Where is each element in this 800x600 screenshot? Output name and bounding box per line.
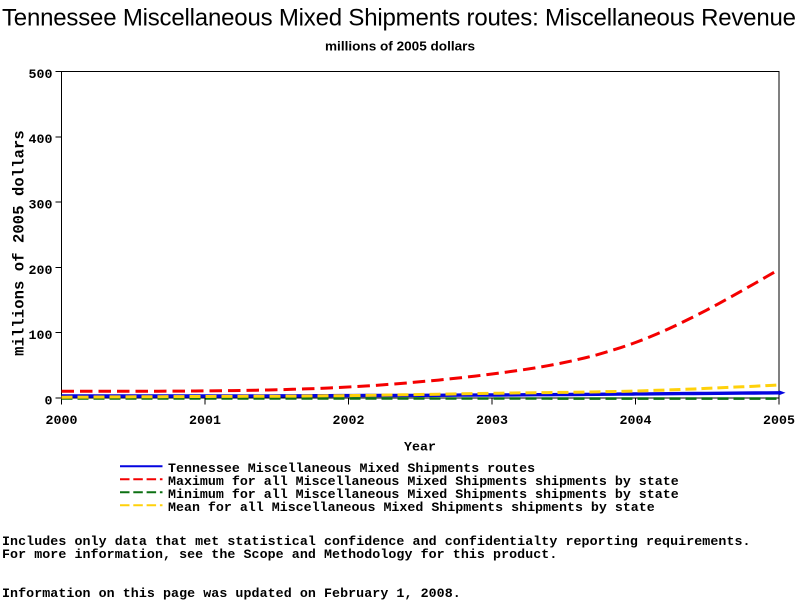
svg-text:millions of 2005 dollars: millions of 2005 dollars: [10, 130, 28, 356]
svg-text:2000: 2000: [46, 413, 78, 428]
svg-text:millions of 2005 dollars: millions of 2005 dollars: [325, 39, 475, 54]
svg-text:2003: 2003: [476, 413, 508, 428]
svg-text:0: 0: [45, 393, 53, 408]
svg-text:Tennessee Miscellaneous Mixed: Tennessee Miscellaneous Mixed Shipments …: [168, 461, 535, 476]
svg-text:100: 100: [29, 328, 53, 343]
svg-text:Maximum for all Miscellaneous: Maximum for all Miscellaneous Mixed Ship…: [168, 474, 679, 489]
svg-text:200: 200: [29, 263, 53, 278]
svg-text:2002: 2002: [333, 413, 365, 428]
svg-text:Year: Year: [404, 440, 436, 455]
svg-text:Includes only data that met st: Includes only data that met statistical …: [2, 534, 751, 549]
svg-text:2001: 2001: [189, 413, 221, 428]
svg-text:500: 500: [29, 67, 53, 82]
svg-text:For more information, see the: For more information, see the Scope and …: [2, 547, 557, 562]
svg-text:Minimum for all Miscellaneous: Minimum for all Miscellaneous Mixed Ship…: [168, 487, 679, 502]
svg-text:Information on this page was u: Information on this page was updated on …: [2, 586, 461, 600]
svg-text:2004: 2004: [620, 413, 652, 428]
svg-text:400: 400: [29, 132, 53, 147]
svg-text:2005: 2005: [763, 413, 795, 428]
svg-text:300: 300: [29, 198, 53, 213]
svg-text:Mean for all Miscellaneous Mix: Mean for all Miscellaneous Mixed Shipmen…: [168, 500, 655, 515]
svg-text:Tennessee Miscellaneous Mixed: Tennessee Miscellaneous Mixed Shipments …: [2, 5, 796, 32]
